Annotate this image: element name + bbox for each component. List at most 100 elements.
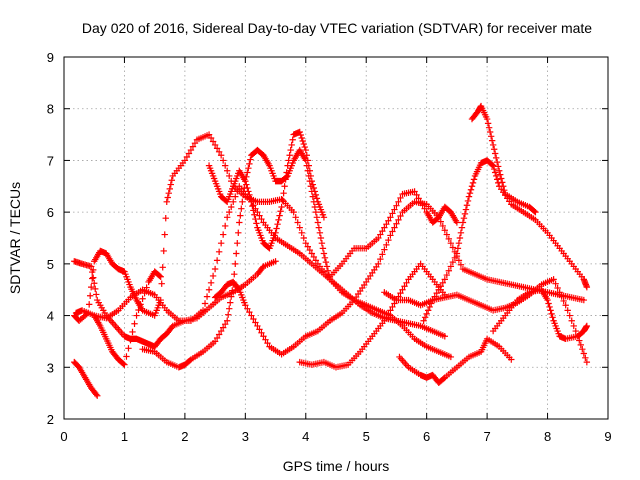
- data-point: [89, 275, 96, 282]
- data-point: [308, 250, 316, 257]
- data-point: [310, 253, 318, 261]
- series-arc-14: [468, 102, 539, 216]
- data-point: [484, 120, 492, 127]
- data-point: [437, 218, 444, 225]
- data-point: [389, 228, 396, 235]
- data-point: [250, 315, 257, 323]
- data-point: [322, 258, 330, 266]
- data-point: [426, 303, 433, 311]
- data-point: [158, 280, 165, 287]
- data-point: [217, 239, 225, 247]
- data-point: [485, 124, 493, 131]
- data-point: [181, 157, 189, 164]
- data-point: [141, 289, 148, 297]
- data-point: [577, 341, 584, 349]
- data-point: [239, 198, 246, 205]
- data-point: [129, 328, 136, 336]
- plot-frame: [63, 56, 609, 420]
- data-point: [215, 148, 223, 156]
- data-point: [272, 229, 279, 237]
- data-point: [93, 391, 100, 398]
- data-point: [256, 212, 263, 219]
- y-tick-label: 6: [47, 205, 54, 220]
- series-arc-10: [326, 188, 461, 280]
- data-point: [90, 266, 97, 274]
- data-point: [250, 207, 257, 214]
- data-point: [221, 222, 229, 230]
- data-point: [463, 202, 471, 209]
- data-point: [224, 317, 231, 324]
- data-point: [211, 141, 219, 149]
- data-point: [462, 206, 470, 213]
- data-point: [296, 128, 303, 136]
- data-point: [421, 314, 429, 321]
- data-point: [278, 203, 285, 211]
- data-point: [318, 239, 326, 247]
- data-point: [248, 312, 255, 319]
- data-point: [277, 208, 284, 215]
- data-point: [564, 307, 571, 314]
- data-point: [242, 302, 249, 309]
- data-point: [91, 280, 98, 287]
- data-point: [320, 214, 328, 221]
- data-point: [466, 189, 474, 197]
- data-point: [168, 177, 175, 184]
- x-tick-label: 7: [483, 429, 490, 444]
- data-point: [88, 283, 95, 291]
- data-point: [491, 150, 499, 157]
- data-point: [281, 183, 288, 190]
- data-point: [235, 285, 242, 292]
- data-point: [420, 317, 427, 324]
- data-point: [234, 239, 241, 247]
- data-point: [546, 303, 553, 311]
- data-point: [531, 208, 538, 215]
- data-point: [301, 143, 308, 151]
- data-point: [547, 307, 554, 314]
- series-arc-15: [489, 286, 591, 343]
- data-point: [245, 164, 252, 172]
- data-point: [225, 311, 232, 318]
- y-tick-label: 5: [47, 257, 54, 272]
- data-point: [231, 271, 238, 278]
- data-point: [165, 189, 172, 197]
- data-point: [219, 231, 227, 238]
- data-point: [289, 136, 296, 143]
- data-point: [397, 212, 404, 220]
- data-point: [441, 333, 448, 340]
- data-point: [305, 162, 312, 169]
- data-point: [381, 317, 388, 324]
- series-arc-8: [205, 128, 328, 252]
- data-point: [499, 179, 506, 186]
- axis-ticks: 0 1 2 3 4 5 6 7 8 9 2 3 4 5 6 7 8 9: [47, 50, 612, 444]
- data-point: [413, 191, 420, 199]
- data-point: [431, 293, 438, 300]
- chart-title: Day 020 of 2016, Sidereal Day-to-day VTE…: [82, 20, 592, 36]
- data-point: [487, 133, 495, 140]
- data-point: [300, 140, 307, 148]
- data-point: [323, 263, 331, 270]
- data-point: [217, 152, 225, 159]
- data-point: [375, 234, 382, 242]
- data-point: [580, 296, 588, 304]
- data-point: [316, 229, 324, 237]
- data-point: [435, 286, 442, 293]
- data-point: [453, 219, 461, 226]
- data-point: [383, 221, 390, 228]
- data-point: [439, 222, 446, 230]
- data-point: [308, 177, 316, 185]
- data-point: [244, 184, 251, 192]
- data-point: [135, 306, 142, 314]
- data-point: [209, 272, 217, 280]
- data-point: [201, 300, 209, 307]
- data-point: [215, 248, 223, 255]
- data-point: [191, 139, 199, 147]
- data-point: [86, 292, 94, 299]
- x-tick-label: 8: [544, 429, 551, 444]
- data-point: [391, 224, 398, 231]
- data-point: [189, 143, 197, 150]
- data-point: [417, 198, 424, 205]
- data-point: [287, 146, 294, 154]
- data-point: [205, 286, 213, 293]
- data-point: [319, 245, 327, 252]
- data-point: [235, 229, 242, 237]
